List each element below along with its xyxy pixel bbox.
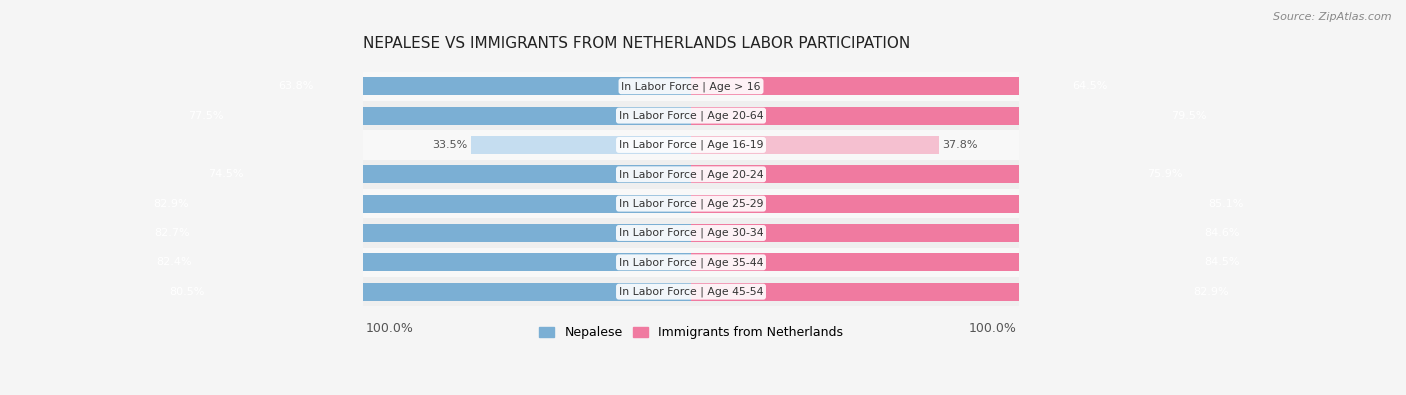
Bar [471,136,690,154]
Bar [690,282,1236,301]
Bar [363,248,1019,277]
Bar [690,136,939,154]
Text: In Labor Force | Age 25-29: In Labor Force | Age 25-29 [619,198,763,209]
Text: Source: ZipAtlas.com: Source: ZipAtlas.com [1274,12,1392,22]
Text: 33.5%: 33.5% [433,140,468,150]
Text: NEPALESE VS IMMIGRANTS FROM NETHERLANDS LABOR PARTICIPATION: NEPALESE VS IMMIGRANTS FROM NETHERLANDS … [363,36,910,51]
Text: 85.1%: 85.1% [1208,199,1243,209]
Legend: Nepalese, Immigrants from Netherlands: Nepalese, Immigrants from Netherlands [534,322,848,344]
Bar [201,165,690,183]
Text: 100.0%: 100.0% [366,322,413,335]
Text: In Labor Force | Age 20-24: In Labor Force | Age 20-24 [619,169,763,180]
Bar [363,160,1019,189]
Bar [363,277,1019,307]
Text: In Labor Force | Age 16-19: In Labor Force | Age 16-19 [619,140,763,150]
Text: 80.5%: 80.5% [169,287,204,297]
Text: 84.5%: 84.5% [1204,257,1240,267]
Bar [162,282,690,301]
Text: 64.5%: 64.5% [1073,81,1108,91]
Text: 84.6%: 84.6% [1205,228,1240,238]
Text: In Labor Force | Age 45-54: In Labor Force | Age 45-54 [619,286,763,297]
Text: 63.8%: 63.8% [278,81,314,91]
Bar [181,107,690,125]
Text: 82.4%: 82.4% [156,257,193,267]
Bar [363,218,1019,248]
Bar [690,165,1189,183]
Bar [148,224,690,242]
Text: 82.9%: 82.9% [153,199,188,209]
Text: In Labor Force | Age 20-64: In Labor Force | Age 20-64 [619,110,763,121]
Bar [363,71,1019,101]
Text: 82.9%: 82.9% [1194,287,1229,297]
Bar [690,195,1250,213]
Text: 77.5%: 77.5% [188,111,224,120]
Text: 75.9%: 75.9% [1147,169,1182,179]
Text: 100.0%: 100.0% [969,322,1017,335]
Text: In Labor Force | Age 35-44: In Labor Force | Age 35-44 [619,257,763,267]
Bar [146,195,690,213]
Bar [690,224,1247,242]
Bar [690,253,1246,271]
Bar [690,77,1115,95]
Text: 82.7%: 82.7% [155,228,190,238]
Bar [150,253,690,271]
Text: 37.8%: 37.8% [942,140,979,150]
Bar [271,77,690,95]
Text: 79.5%: 79.5% [1171,111,1206,120]
Bar [363,130,1019,160]
Bar [363,101,1019,130]
Text: In Labor Force | Age > 16: In Labor Force | Age > 16 [621,81,761,92]
Bar [690,107,1213,125]
Text: 74.5%: 74.5% [208,169,243,179]
Bar [363,189,1019,218]
Text: In Labor Force | Age 30-34: In Labor Force | Age 30-34 [619,228,763,238]
